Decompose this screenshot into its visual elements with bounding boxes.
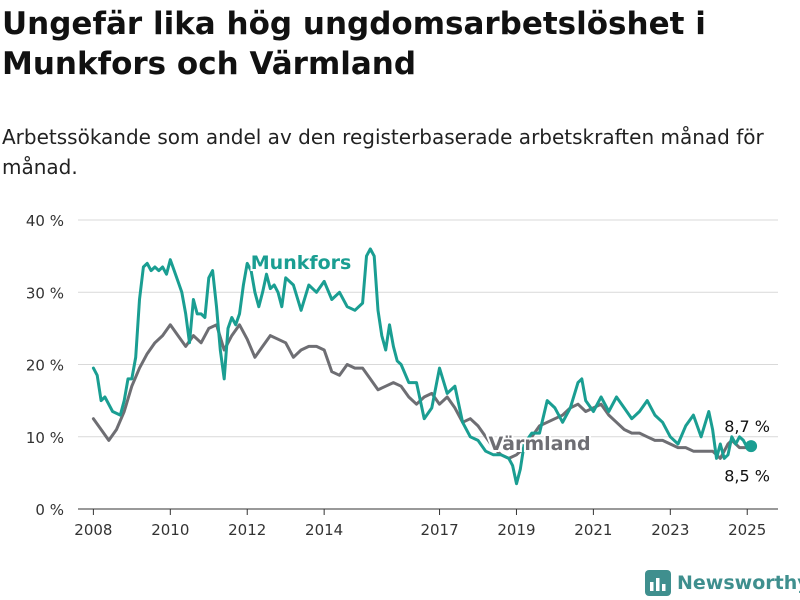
- series-labels: Munkfors Värmland 8,7 % 8,5 %: [249, 250, 772, 487]
- x-tick-label: 2012: [228, 521, 266, 539]
- end-value-label: 8,7 %: [724, 417, 770, 436]
- x-tick-label: 2019: [497, 521, 535, 539]
- y-tick-label: 20 %: [26, 357, 64, 375]
- x-tick-label: 2017: [420, 521, 458, 539]
- page-title: Ungefär lika hög ungdomsarbetslöshet i M…: [2, 6, 706, 82]
- x-tick-label: 2021: [574, 521, 612, 539]
- y-tick-label: 30 %: [26, 284, 64, 302]
- page-subtitle: Arbetssökande som andel av den registerb…: [2, 125, 764, 179]
- brand-name: Newsworthy: [677, 572, 800, 594]
- y-tick-label: 0 %: [35, 501, 64, 519]
- x-tick-label: 2010: [151, 521, 189, 539]
- bar-chart-logo-icon: [645, 570, 671, 596]
- x-axis: 2008 2010 2012 2014 2017 2019 2021 2023 2025: [74, 509, 766, 539]
- series-lines: [91, 247, 753, 486]
- series-line-v-rmland: [91, 323, 753, 460]
- y-tick-label: 10 %: [26, 429, 64, 447]
- y-tick-label: 40 %: [26, 212, 64, 230]
- end-point-marker: [745, 440, 758, 453]
- series-label: Värmland: [488, 433, 590, 455]
- x-tick-label: 2008: [74, 521, 112, 539]
- series-label: Munkfors: [251, 252, 352, 274]
- brand-logo: Newsworthy: [645, 568, 800, 598]
- y-axis: 0 % 10 % 20 % 30 % 40 %: [26, 212, 64, 519]
- x-tick-label: 2025: [728, 521, 766, 539]
- grid-lines: [78, 219, 778, 510]
- x-tick-label: 2014: [305, 521, 343, 539]
- end-value-label: 8,5 %: [724, 467, 770, 486]
- x-tick-label: 2023: [651, 521, 689, 539]
- series-line-munkfors: [91, 247, 753, 486]
